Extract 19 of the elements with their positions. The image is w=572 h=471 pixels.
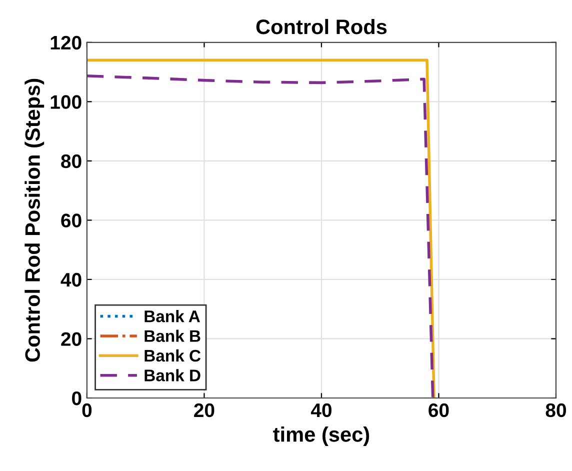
- x-tick-label: 0: [82, 403, 92, 418]
- y-axis-title: Control Rod Position (Steps): [24, 78, 44, 362]
- x-tick-label: 80: [546, 403, 566, 418]
- y-tick-label: 20: [61, 332, 82, 346]
- legend-label: Bank D: [144, 369, 200, 382]
- chart-title: Control Rods: [256, 18, 387, 34]
- y-tick-label: 0: [72, 391, 82, 406]
- y-tick-label: 100: [50, 95, 82, 109]
- y-tick-label: 40: [60, 272, 82, 287]
- y-tick-label: 80: [61, 154, 82, 168]
- legend-label: Bank B: [144, 330, 200, 342]
- x-tick-label: 40: [310, 403, 332, 418]
- y-tick-label: 120: [50, 36, 82, 50]
- legend-label: Bank C: [144, 349, 201, 362]
- x-tick-label: 20: [194, 403, 214, 418]
- x-axis-title: time (sec): [273, 426, 370, 446]
- y-tick-label: 60: [61, 214, 82, 228]
- legend-label: Bank A: [144, 310, 200, 322]
- x-tick-label: 60: [428, 403, 449, 418]
